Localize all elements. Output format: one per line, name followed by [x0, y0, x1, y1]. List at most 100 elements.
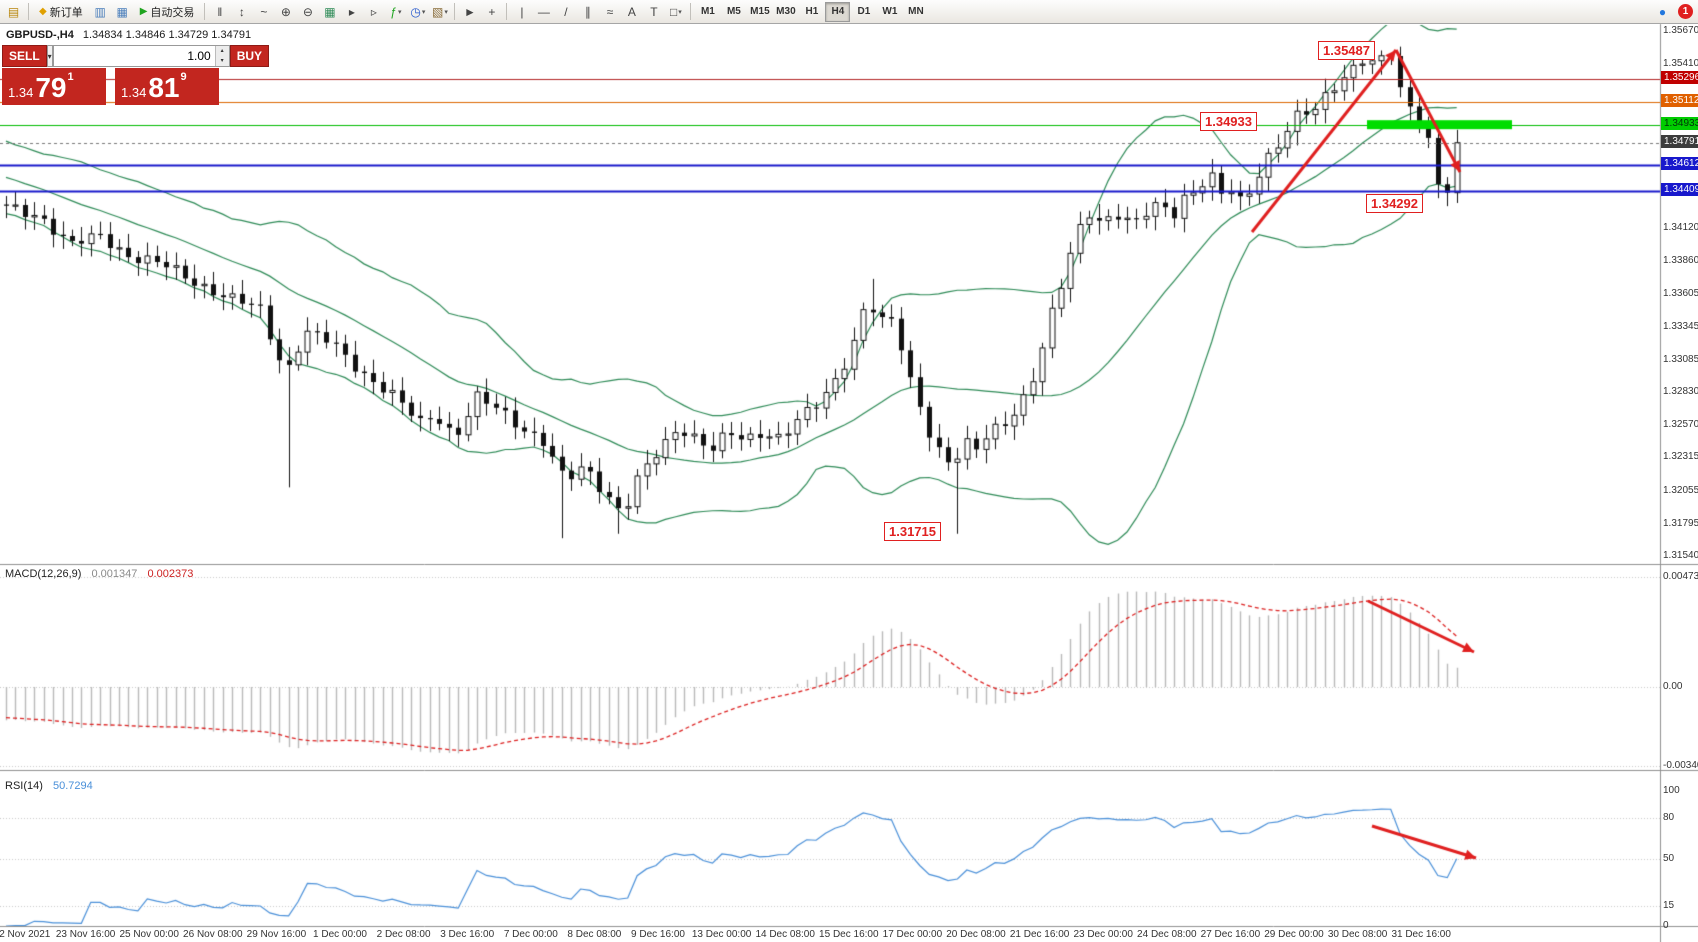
candlestick-type-icon[interactable]: ↕ — [238, 4, 245, 19]
timeframe-mn-button[interactable]: MN — [908, 6, 924, 17]
indicators-icon[interactable]: ƒ ▾ — [390, 4, 402, 19]
templates-icon[interactable]: ▧ ▾ — [431, 4, 448, 19]
new-order-button[interactable]: ◆ 新订单 — [33, 2, 89, 22]
sell-price-display[interactable]: 1.34 79 1 — [2, 68, 106, 105]
auto-trading-button[interactable]: ▶ 自动交易 — [134, 2, 201, 22]
timeframe-h1-button[interactable]: H1 — [805, 6, 819, 17]
price-axis-tick: 1.31795 — [1663, 517, 1698, 529]
horizontal-line-icon[interactable]: — — [537, 4, 550, 19]
rsi-axis-tick: 80 — [1663, 812, 1675, 823]
price-axis-tick: 1.35670 — [1663, 25, 1698, 36]
macd-signal-value: 0.002373 — [147, 568, 194, 580]
time-axis-label: 15 Dec 16:00 — [819, 929, 879, 940]
volume-down-button[interactable]: ▾ — [215, 56, 229, 66]
rsi-label: RSI(14) — [5, 780, 43, 792]
equidistant-channel-icon[interactable]: ∥ — [584, 4, 591, 19]
buy-price-prefix: 1.34 — [121, 85, 147, 101]
community-icon[interactable]: ● — [1658, 4, 1667, 19]
macd-label: MACD(12,26,9) — [5, 568, 82, 580]
vertical-line-icon[interactable]: | — [520, 4, 524, 19]
price-annotation[interactable]: 1.34933 — [1200, 112, 1257, 131]
toolbar: ▤ ◆ 新订单 ▥ ▦ ▶ 自动交易 ‖ ↕ ~ ⊕ ⊖ ▦ ▸ ▹ ƒ ▾ ◷ ▾ ▧ ▾ ► + | — / ∥ ≈ A T □ ▾ M1 M… — [0, 0, 1698, 24]
toolbar-separator — [506, 3, 508, 20]
price-axis-tick: 1.31540 — [1663, 550, 1698, 561]
indicators-icon-dropdown[interactable]: ▾ — [397, 8, 402, 16]
macd-main-value: 0.001347 — [91, 568, 138, 580]
timeframe-m5-button[interactable]: M5 — [726, 6, 741, 17]
sell-price-prefix: 1.34 — [8, 85, 34, 101]
time-axis-label: 14 Dec 08:00 — [755, 929, 815, 940]
price-axis-tick: 1.32570 — [1663, 419, 1698, 431]
time-axis-label: 31 Dec 16:00 — [1391, 929, 1451, 940]
new-order-button-glyph: ◆ — [39, 6, 47, 17]
price-axis-level-label: 1.35296 — [1661, 70, 1698, 84]
toolbar-right-cluster: ● 1 — [1652, 2, 1695, 22]
cursor-icon[interactable]: ► — [463, 4, 476, 19]
time-axis-label: 13 Dec 00:00 — [691, 929, 752, 940]
buy-button[interactable]: BUY — [229, 45, 270, 67]
time-axis-label: 2 Dec 08:00 — [376, 929, 431, 940]
price-annotation[interactable]: 1.31715 — [884, 522, 941, 541]
time-axis-label: 30 Dec 08:00 — [1327, 929, 1388, 940]
rsi-indicator-label: RSI(14) 50.7294 — [5, 780, 93, 792]
arrows-icon-dropdown[interactable]: ▾ — [678, 8, 682, 16]
symbol-header: GBPUSD-,H4 1.34834 1.34846 1.34729 1.3479… — [6, 29, 251, 41]
tile-windows-icon[interactable]: ▦ — [324, 4, 336, 19]
data-window-icon[interactable]: ▦ — [116, 4, 128, 19]
zoom-in-icon[interactable]: ⊕ — [280, 4, 291, 19]
price-axis-tick: 1.33345 — [1663, 320, 1698, 332]
time-axis-label: 23 Dec 00:00 — [1073, 929, 1133, 940]
volume-input[interactable] — [53, 46, 215, 66]
buy-price-display[interactable]: 1.34 81 9 — [115, 68, 219, 105]
periods-icon-dropdown[interactable]: ▾ — [421, 8, 426, 16]
macd-axis-tick: 0.00 — [1663, 681, 1683, 692]
price-axis-tick: 1.33605 — [1663, 287, 1698, 299]
text-icon[interactable]: A — [627, 4, 636, 19]
timeframe-d1-button[interactable]: D1 — [857, 6, 871, 17]
templates-icon-dropdown[interactable]: ▾ — [444, 8, 448, 16]
time-axis-label: 29 Dec 00:00 — [1264, 929, 1324, 940]
notification-badge[interactable]: 1 — [1678, 4, 1693, 19]
chart-shift-icon[interactable]: ▹ — [370, 4, 377, 19]
sell-button[interactable]: SELL — [2, 45, 47, 67]
fibonacci-icon[interactable]: ≈ — [606, 4, 614, 19]
timeframe-h4-button[interactable]: H4 — [825, 1, 851, 22]
price-axis-tick: 1.32055 — [1663, 484, 1698, 496]
bar-chart-type-icon[interactable]: ‖ — [217, 4, 223, 19]
arrows-icon[interactable]: □ ▾ — [670, 4, 682, 19]
time-axis-label: 17 Dec 00:00 — [882, 929, 943, 940]
app-window-icon[interactable]: ▤ — [7, 4, 20, 19]
timeframe-m15-button[interactable]: M15 — [750, 6, 770, 17]
text-label-icon[interactable]: T — [650, 4, 658, 19]
time-axis-label: 7 Dec 00:00 — [503, 929, 558, 940]
price-axis-level-label: 1.34409 — [1661, 183, 1698, 197]
profiles-icon[interactable]: ▥ — [94, 4, 106, 19]
periods-icon[interactable]: ◷ ▾ — [410, 4, 426, 19]
buy-price-pip: 9 — [180, 71, 187, 83]
price-annotation[interactable]: 1.35487 — [1318, 41, 1375, 60]
toolbar-separator — [28, 3, 29, 20]
price-annotation[interactable]: 1.34292 — [1366, 194, 1423, 213]
timeframe-m30-button[interactable]: M30 — [776, 6, 796, 17]
line-chart-type-icon[interactable]: ~ — [260, 4, 268, 19]
auto-trading-button-glyph: ▶ — [139, 6, 148, 17]
timeframe-w1-button[interactable]: W1 — [882, 6, 898, 17]
time-axis-label: 20 Dec 08:00 — [946, 929, 1006, 940]
toolbar-separator — [690, 3, 692, 20]
auto-trading-button-label: 自动交易 — [150, 6, 195, 19]
price-axis-level-label: 1.34612 — [1661, 157, 1698, 171]
time-axis-label: 23 Nov 16:00 — [55, 929, 116, 940]
price-axis-level-label: 1.34933 — [1661, 116, 1698, 130]
trendline-icon[interactable]: / — [564, 4, 568, 19]
sell-price-pip: 1 — [67, 71, 74, 83]
zoom-out-icon[interactable]: ⊖ — [302, 4, 313, 19]
toolbar-separator — [204, 3, 206, 20]
rsi-axis-tick: 50 — [1663, 852, 1675, 864]
crosshair-icon[interactable]: + — [488, 4, 496, 19]
auto-scroll-icon[interactable]: ▸ — [348, 4, 355, 19]
volume-up-button[interactable]: ▴ — [215, 46, 229, 56]
volume-preset-dropdown[interactable]: ▾ — [46, 45, 53, 67]
timeframe-m1-button[interactable]: M1 — [700, 6, 715, 17]
sell-price-big: 79 — [35, 72, 67, 104]
